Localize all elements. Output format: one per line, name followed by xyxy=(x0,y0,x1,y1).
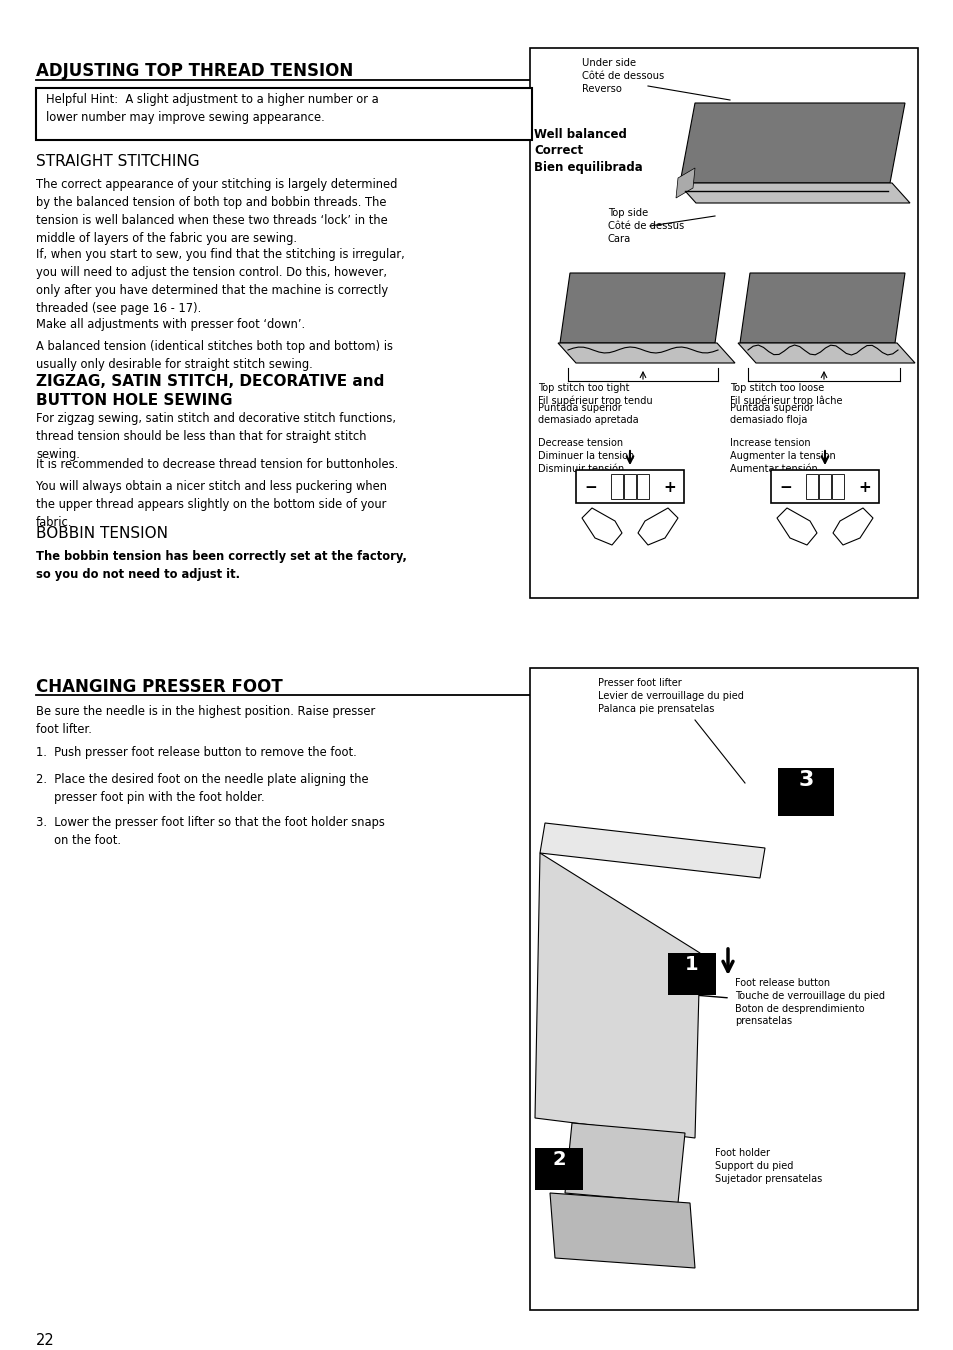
Text: Under side
Côté de dessous
Reverso: Under side Côté de dessous Reverso xyxy=(581,58,663,93)
Text: Foot holder
Support du pied
Sujetador prensatelas: Foot holder Support du pied Sujetador pr… xyxy=(714,1148,821,1184)
Text: The bobbin tension has been correctly set at the factory,
so you do not need to : The bobbin tension has been correctly se… xyxy=(36,549,406,580)
Text: You will always obtain a nicer stitch and less puckering when
the upper thread a: You will always obtain a nicer stitch an… xyxy=(36,481,387,529)
Bar xyxy=(623,474,636,500)
Text: 2: 2 xyxy=(552,1150,565,1169)
Text: 3.  Lower the presser foot lifter so that the foot holder snaps
     on the foot: 3. Lower the presser foot lifter so that… xyxy=(36,815,384,846)
Text: ADJUSTING TOP THREAD TENSION: ADJUSTING TOP THREAD TENSION xyxy=(36,62,353,80)
Bar xyxy=(576,470,683,504)
Text: BOBBIN TENSION: BOBBIN TENSION xyxy=(36,526,168,541)
Bar xyxy=(805,474,817,500)
Text: +: + xyxy=(858,479,870,494)
Polygon shape xyxy=(678,184,909,202)
Text: Puntada superior
demasiado apretada: Puntada superior demasiado apretada xyxy=(537,404,638,425)
Polygon shape xyxy=(638,508,678,545)
Polygon shape xyxy=(738,343,914,363)
Polygon shape xyxy=(679,103,904,184)
Text: +: + xyxy=(662,479,676,494)
Polygon shape xyxy=(559,273,724,343)
Text: Top stitch too loose
Fil supérieur trop lâche: Top stitch too loose Fil supérieur trop … xyxy=(729,383,841,406)
Text: −: − xyxy=(583,479,597,494)
Polygon shape xyxy=(550,1193,695,1268)
Text: 2.  Place the desired foot on the needle plate aligning the
     presser foot pi: 2. Place the desired foot on the needle … xyxy=(36,774,368,805)
Text: Be sure the needle is in the highest position. Raise presser
foot lifter.: Be sure the needle is in the highest pos… xyxy=(36,705,375,736)
Polygon shape xyxy=(832,508,872,545)
Text: 1: 1 xyxy=(684,954,699,973)
Text: Increase tension
Augmenter la tension
Aumentar tensión: Increase tension Augmenter la tension Au… xyxy=(729,437,835,474)
Text: Decrease tension
Diminuer la tension
Disminuir tensión: Decrease tension Diminuer la tension Dis… xyxy=(537,437,634,474)
Text: STRAIGHT STITCHING: STRAIGHT STITCHING xyxy=(36,154,199,169)
Bar xyxy=(610,474,622,500)
Bar xyxy=(778,768,833,815)
Polygon shape xyxy=(676,167,695,198)
Text: Helpful Hint:  A slight adjustment to a higher number or a
lower number may impr: Helpful Hint: A slight adjustment to a h… xyxy=(46,93,378,124)
Polygon shape xyxy=(776,508,816,545)
Polygon shape xyxy=(535,853,700,1138)
Text: Make all adjustments with presser foot ‘down’.: Make all adjustments with presser foot ‘… xyxy=(36,319,305,331)
Bar xyxy=(637,474,648,500)
Text: 3: 3 xyxy=(798,769,813,790)
Polygon shape xyxy=(558,343,734,363)
Text: ZIGZAG, SATIN STITCH, DECORATIVE and
BUTTON HOLE SEWING: ZIGZAG, SATIN STITCH, DECORATIVE and BUT… xyxy=(36,374,384,408)
Bar xyxy=(535,1148,582,1189)
Text: Top side
Côté de dessus
Cara: Top side Côté de dessus Cara xyxy=(607,208,683,243)
Text: Puntada superior
demasiado floja: Puntada superior demasiado floja xyxy=(729,404,813,425)
Bar xyxy=(818,474,830,500)
Bar xyxy=(530,49,917,598)
Text: 22: 22 xyxy=(36,1332,54,1349)
Bar xyxy=(770,470,878,504)
Text: For zigzag sewing, satin stitch and decorative stitch functions,
thread tension : For zigzag sewing, satin stitch and deco… xyxy=(36,412,395,460)
Polygon shape xyxy=(564,1123,684,1203)
Text: Top stitch too tight
Fil supérieur trop tendu: Top stitch too tight Fil supérieur trop … xyxy=(537,383,652,406)
Text: 1.  Push presser foot release button to remove the foot.: 1. Push presser foot release button to r… xyxy=(36,747,356,759)
Bar xyxy=(831,474,843,500)
Polygon shape xyxy=(740,273,904,343)
Text: The correct appearance of your stitching is largely determined
by the balanced t: The correct appearance of your stitching… xyxy=(36,178,397,244)
Text: Well balanced
Correct
Bien equilibrada: Well balanced Correct Bien equilibrada xyxy=(534,128,642,174)
Text: Presser foot lifter
Levier de verrouillage du pied
Palanca pie prensatelas: Presser foot lifter Levier de verrouilla… xyxy=(598,678,743,714)
Text: −: − xyxy=(779,479,791,494)
Polygon shape xyxy=(539,824,764,878)
Bar xyxy=(36,88,532,140)
Bar xyxy=(530,668,917,1310)
Text: A balanced tension (identical stitches both top and bottom) is
usually only desi: A balanced tension (identical stitches b… xyxy=(36,340,393,371)
Text: It is recommended to decrease thread tension for buttonholes.: It is recommended to decrease thread ten… xyxy=(36,458,397,471)
Text: Foot release button
Touche de verrouillage du pied
Boton de desprendimiento
pren: Foot release button Touche de verrouilla… xyxy=(734,977,884,1026)
Text: CHANGING PRESSER FOOT: CHANGING PRESSER FOOT xyxy=(36,678,282,697)
Bar xyxy=(667,953,716,995)
Polygon shape xyxy=(581,508,621,545)
Text: If, when you start to sew, you find that the stitching is irregular,
you will ne: If, when you start to sew, you find that… xyxy=(36,248,404,315)
